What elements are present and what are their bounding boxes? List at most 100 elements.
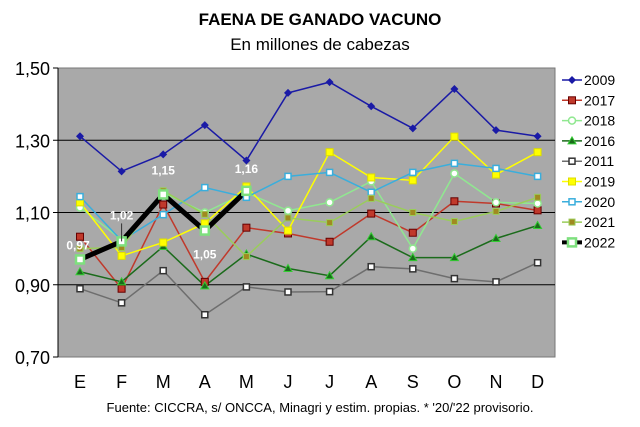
data-point (283, 206, 293, 215)
data-point (367, 194, 375, 202)
data-point (201, 210, 209, 218)
data-point (326, 219, 334, 227)
data-point (367, 188, 375, 197)
data-point (450, 159, 459, 168)
data-point (367, 102, 376, 111)
legend-marker-2020 (568, 198, 576, 206)
legend-marker-2016 (567, 135, 577, 145)
legend-marker-2019 (568, 177, 576, 186)
data-point (199, 280, 210, 290)
data-point (367, 262, 375, 271)
data-point (533, 132, 542, 141)
data-point (117, 284, 126, 293)
x-tick-label: A (365, 372, 377, 392)
legend-marker-2022 (566, 237, 578, 248)
legend-marker-2011 (568, 157, 576, 165)
y-tick-label: 1,10 (15, 204, 50, 224)
series-line-2019 (79, 135, 538, 257)
data-point (159, 238, 168, 247)
data-point (407, 252, 418, 262)
data-point (533, 172, 542, 181)
legend-label-2018: 2018 (584, 113, 615, 129)
data-point (367, 173, 376, 182)
data-point (157, 189, 169, 200)
data-point (325, 287, 334, 296)
data-point (492, 126, 500, 135)
legend-label-2016: 2016 (584, 133, 615, 149)
chart-subtitle: En millones de cabezas (230, 35, 410, 54)
data-point (409, 168, 417, 177)
legend-label-2021: 2021 (584, 214, 615, 230)
legend-label-2020: 2020 (584, 194, 615, 210)
x-tick-label: F (116, 372, 127, 392)
data-point (242, 253, 250, 261)
data-point (284, 172, 292, 181)
chart-title: FAENA DE GANADO VACUNO (198, 10, 442, 29)
legend-marker-2017 (568, 96, 576, 105)
data-point (450, 169, 459, 178)
data-point (159, 150, 168, 159)
x-tick-label: O (447, 372, 461, 392)
data-point (324, 270, 335, 280)
series-line-2011 (79, 262, 538, 316)
data-point (284, 88, 292, 97)
data-point (74, 254, 86, 265)
data-point (450, 84, 459, 93)
x-tick-label: J (284, 372, 293, 392)
data-point (450, 274, 459, 283)
data-point (76, 245, 84, 253)
data-point (76, 192, 84, 201)
series-line-2009 (79, 81, 538, 173)
data-point (76, 132, 84, 141)
data-point (199, 225, 211, 236)
data-point (533, 148, 542, 157)
data-point (492, 278, 500, 286)
legend-label-2009: 2009 (584, 72, 615, 88)
data-point (491, 233, 501, 243)
data-point (450, 218, 458, 226)
chart-footer: Fuente: CICCRA, s/ ONCCA, Minagri y esti… (106, 400, 534, 415)
data-point (450, 197, 459, 206)
data-point (117, 167, 126, 176)
data-point (117, 251, 126, 260)
legend-label-2022: 2022 (584, 234, 615, 250)
data-point (492, 207, 500, 215)
data-point (450, 132, 459, 141)
data-point (283, 263, 293, 272)
x-tick-label: N (490, 372, 503, 392)
data-point (242, 283, 251, 291)
data-point (325, 237, 334, 246)
legend-label-2019: 2019 (584, 174, 615, 190)
data-point (159, 266, 167, 275)
x-tick-label: M (239, 372, 254, 392)
data-point (242, 223, 251, 232)
data-point (408, 176, 417, 185)
data-point (159, 200, 168, 209)
y-tick-label: 1,50 (15, 59, 50, 79)
x-tick-label: D (531, 372, 544, 392)
series-line-2016 (79, 224, 538, 287)
data-point (201, 183, 209, 192)
data-point (408, 124, 417, 133)
data-point (284, 226, 292, 235)
data-point (533, 258, 542, 267)
data-point (284, 288, 292, 296)
data-label: 1,15 (152, 163, 176, 177)
data-point (117, 299, 126, 307)
data-label: 1,02 (110, 208, 134, 222)
x-tick-label: M (156, 372, 171, 392)
data-point (159, 210, 167, 219)
x-tick-label: J (325, 372, 334, 392)
x-tick-label: A (199, 372, 211, 392)
data-point (116, 276, 127, 286)
data-point (284, 214, 292, 222)
x-tick-label: S (407, 372, 419, 392)
data-point (532, 220, 543, 230)
data-point (449, 252, 460, 262)
data-point (325, 148, 334, 157)
data-point (75, 266, 85, 276)
data-point (366, 231, 377, 241)
legend-marker-2021 (568, 218, 576, 226)
legend-label-2011: 2011 (584, 153, 614, 169)
